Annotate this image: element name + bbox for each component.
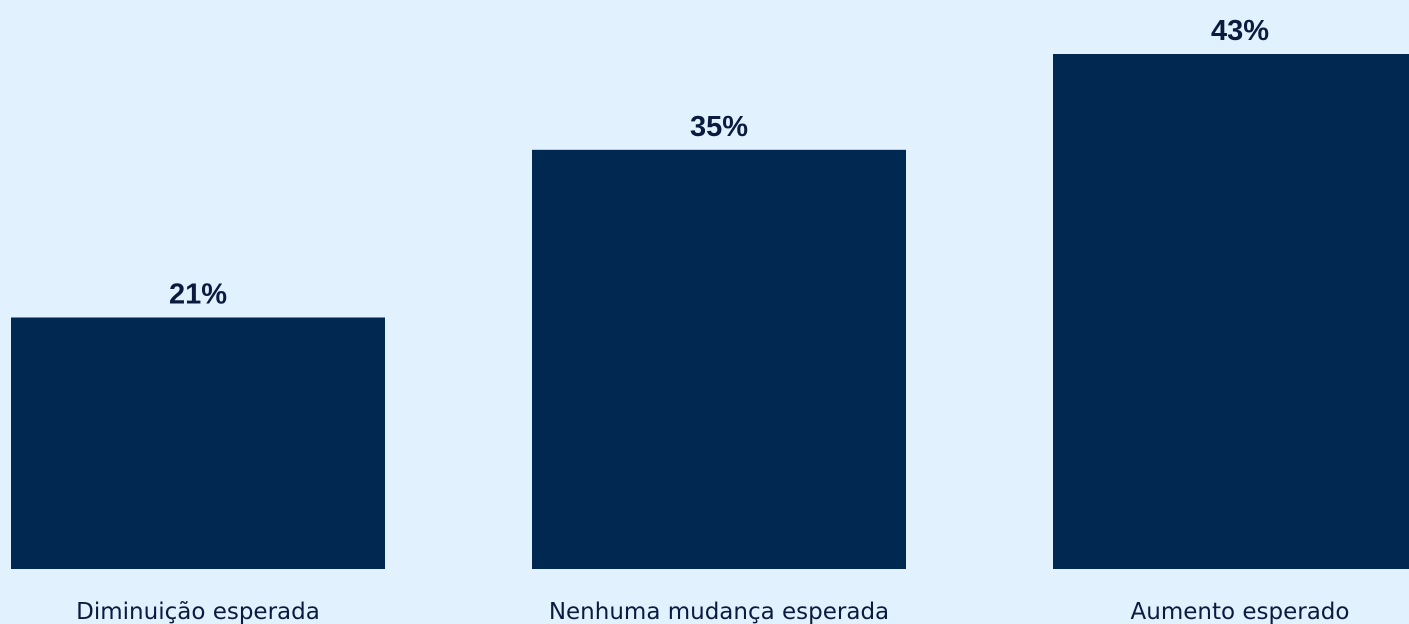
bar-value-label: 35% [690,111,748,143]
category-label: Aumento esperado [1131,599,1350,624]
bar [1053,54,1409,569]
category-labels-layer: Diminuição esperada Nenhuma mudança esper… [76,599,1349,624]
value-labels-layer: 21% 35% 43% [169,15,1269,310]
bar-value-label: 21% [169,278,227,310]
bar [11,317,385,569]
category-label: Diminuição esperada [76,599,320,624]
category-label: Nenhuma mudança esperada [549,599,889,624]
bar [532,149,906,569]
bars-layer [11,54,1409,569]
bar-value-label: 43% [1211,15,1269,47]
